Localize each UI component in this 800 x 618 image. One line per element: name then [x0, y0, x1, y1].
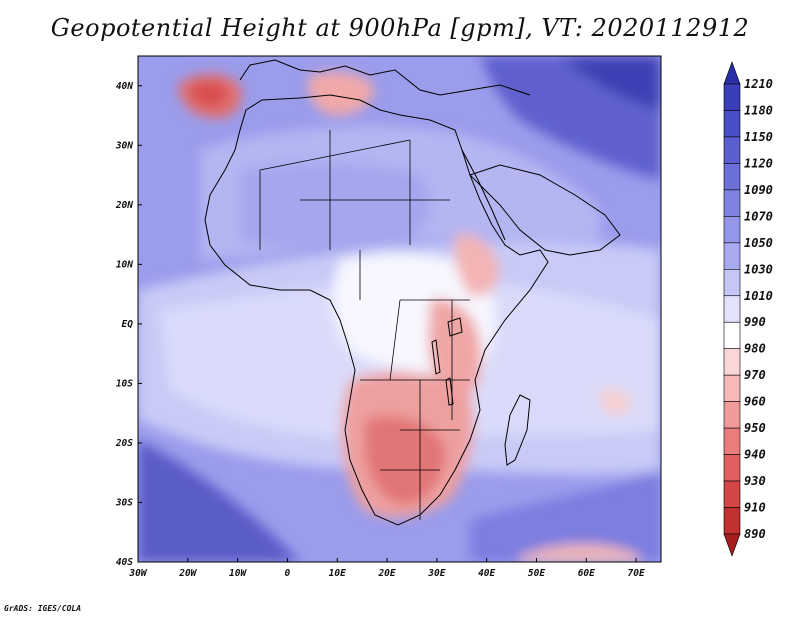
coastlines [204, 59, 621, 526]
x-tick-label: 70E [628, 568, 645, 579]
colorbar-label: 1010 [744, 289, 773, 303]
colorbar-swatch [723, 242, 741, 270]
colorbar-swatch [723, 110, 741, 138]
colorbar-swatch [723, 427, 741, 455]
colorbar-swatch [723, 374, 741, 402]
x-tick-label: 50E [528, 568, 545, 579]
x-tick-label: 20W [178, 568, 197, 579]
colorbar-swatch [723, 321, 741, 350]
y-tick-label: 30S [115, 497, 133, 508]
y-tick-label: 40N [116, 81, 133, 92]
colorbar-label: 970 [744, 368, 766, 382]
x-tick-label: 40E [478, 568, 495, 579]
arabia-coastline [469, 164, 621, 256]
colorbar-swatch [723, 454, 741, 482]
y-tick-label: 40S [116, 557, 133, 568]
colorbar-label: 1070 [744, 209, 773, 223]
plot-frame [137, 55, 662, 563]
x-tick-label: 60E [578, 568, 595, 579]
credit-label: GrADS: IGES/COLA [4, 604, 82, 613]
colorbar-label: 1090 [744, 183, 773, 197]
colorbar-label: 950 [744, 421, 766, 435]
colorbar-top-arrow [723, 61, 741, 85]
height-field [138, 56, 661, 562]
europe-coastline [239, 59, 531, 96]
colorbar-swatch [723, 136, 741, 164]
colorbar-label: 1180 [744, 103, 773, 117]
madagascar-coastline [504, 394, 531, 466]
x-tick-label: 0 [285, 568, 291, 579]
lake-malawi [445, 377, 454, 406]
x-tick-label: 20E [377, 568, 395, 579]
y-tick-label: 20S [115, 438, 133, 449]
red-sea [461, 149, 506, 241]
chart-title: Geopotential Height at 900hPa [gpm], VT:… [50, 14, 750, 42]
colorbar-swatch [723, 216, 741, 244]
colorbar-label: 960 [744, 395, 766, 409]
colorbar-label: 940 [744, 448, 766, 462]
colorbar-label: 1210 [744, 77, 773, 91]
colorbar-swatch [723, 189, 741, 217]
colorbar-bottom-arrow [723, 533, 741, 557]
y-tick-label: 30N [115, 140, 133, 151]
colorbar-swatch [723, 295, 741, 323]
lake-victoria [447, 317, 463, 337]
x-tick-label: 30W [128, 568, 147, 579]
colorbar-label: 980 [744, 342, 766, 356]
colorbar-swatch [723, 507, 741, 535]
x-tick-label: 10E [329, 568, 346, 579]
colorbar-label: 910 [744, 501, 766, 515]
colorbar-label: 1120 [744, 156, 773, 170]
colorbar-label: 1150 [744, 130, 773, 144]
colorbar-swatch [723, 480, 741, 508]
colorbar-swatch [723, 163, 741, 191]
y-tick-label: 20N [115, 200, 133, 211]
colorbar-swatch [723, 268, 741, 297]
y-tick-label: 10N [116, 259, 133, 270]
x-axis-ticks: 30W 20W 10W 0 10E 20E 30E 40E 50E 60E 70E [128, 558, 645, 579]
colorbar-label: 930 [744, 474, 766, 488]
colorbar-swatch [723, 83, 741, 111]
colorbar-swatch [723, 401, 741, 429]
colorbar-label: 1050 [744, 236, 773, 250]
y-axis-ticks: 40N 30N 20N 10N EQ 10S 20S 30S 40S [115, 81, 142, 568]
colorbar-label: 990 [744, 315, 766, 329]
colorbar: 1210 1180 1150 1120 1090 1070 1050 1030 1010 990 9… [723, 61, 773, 557]
x-tick-label: 30E [427, 568, 445, 579]
lake-tanganyika [431, 339, 441, 375]
colorbar-label: 890 [744, 527, 766, 541]
border-lines [259, 130, 470, 520]
y-tick-label: EQ [122, 319, 134, 330]
y-tick-label: 10S [116, 378, 133, 389]
africa-coastline [204, 94, 549, 526]
colorbar-label: 1030 [744, 262, 773, 276]
x-tick-label: 10W [229, 568, 247, 579]
colorbar-swatch [723, 348, 741, 376]
